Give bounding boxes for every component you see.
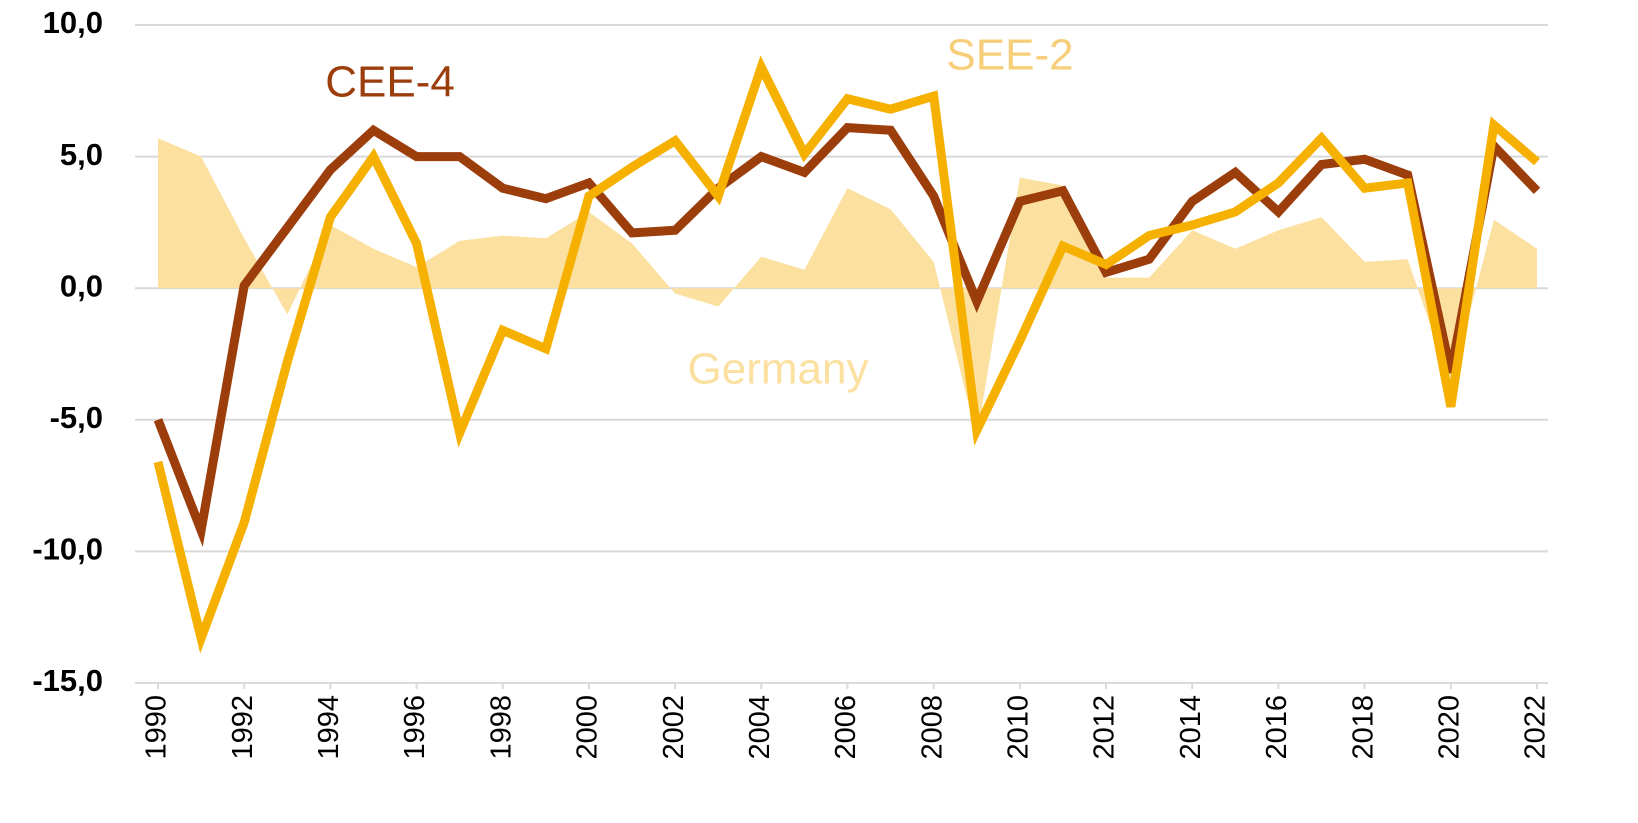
x-tick-label: 2014 (1175, 695, 1207, 760)
line (153, 123, 1541, 547)
x-tick-label: 1998 (485, 695, 517, 760)
series-label: CEE-4 (325, 58, 455, 107)
x-tick-label: 2000 (572, 695, 604, 760)
y-tick-label: -15,0 (32, 663, 103, 698)
x-tick-label: 1996 (399, 695, 431, 760)
x-tick-label: 1992 (227, 695, 259, 760)
y-tick-label: 0,0 (60, 268, 103, 303)
line (153, 55, 1540, 654)
series-label: Germany (688, 345, 869, 394)
area (158, 138, 1537, 439)
series-label: SEE-2 (946, 31, 1073, 80)
y-tick-label: 5,0 (60, 137, 103, 172)
x-tick-label: 2010 (1003, 695, 1035, 760)
x-tick-label: 2016 (1261, 695, 1293, 760)
y-tick-label: -10,0 (32, 532, 103, 567)
y-tick-label: -5,0 (50, 400, 103, 435)
x-tick-label: 1994 (313, 695, 345, 760)
x-tick-label: 2008 (916, 695, 948, 760)
x-tick-label: 2004 (744, 695, 776, 760)
x-tick-label: 2022 (1520, 695, 1552, 760)
x-tick-label: 2018 (1347, 695, 1379, 760)
y-tick-label: 10,0 (43, 5, 103, 40)
x-tick-label: 2012 (1089, 695, 1121, 760)
x-tick-label: 1990 (141, 695, 173, 760)
x-tick-label: 2002 (658, 695, 690, 760)
x-tick-label: 2006 (830, 695, 862, 760)
x-tick-label: 2020 (1433, 695, 1465, 760)
